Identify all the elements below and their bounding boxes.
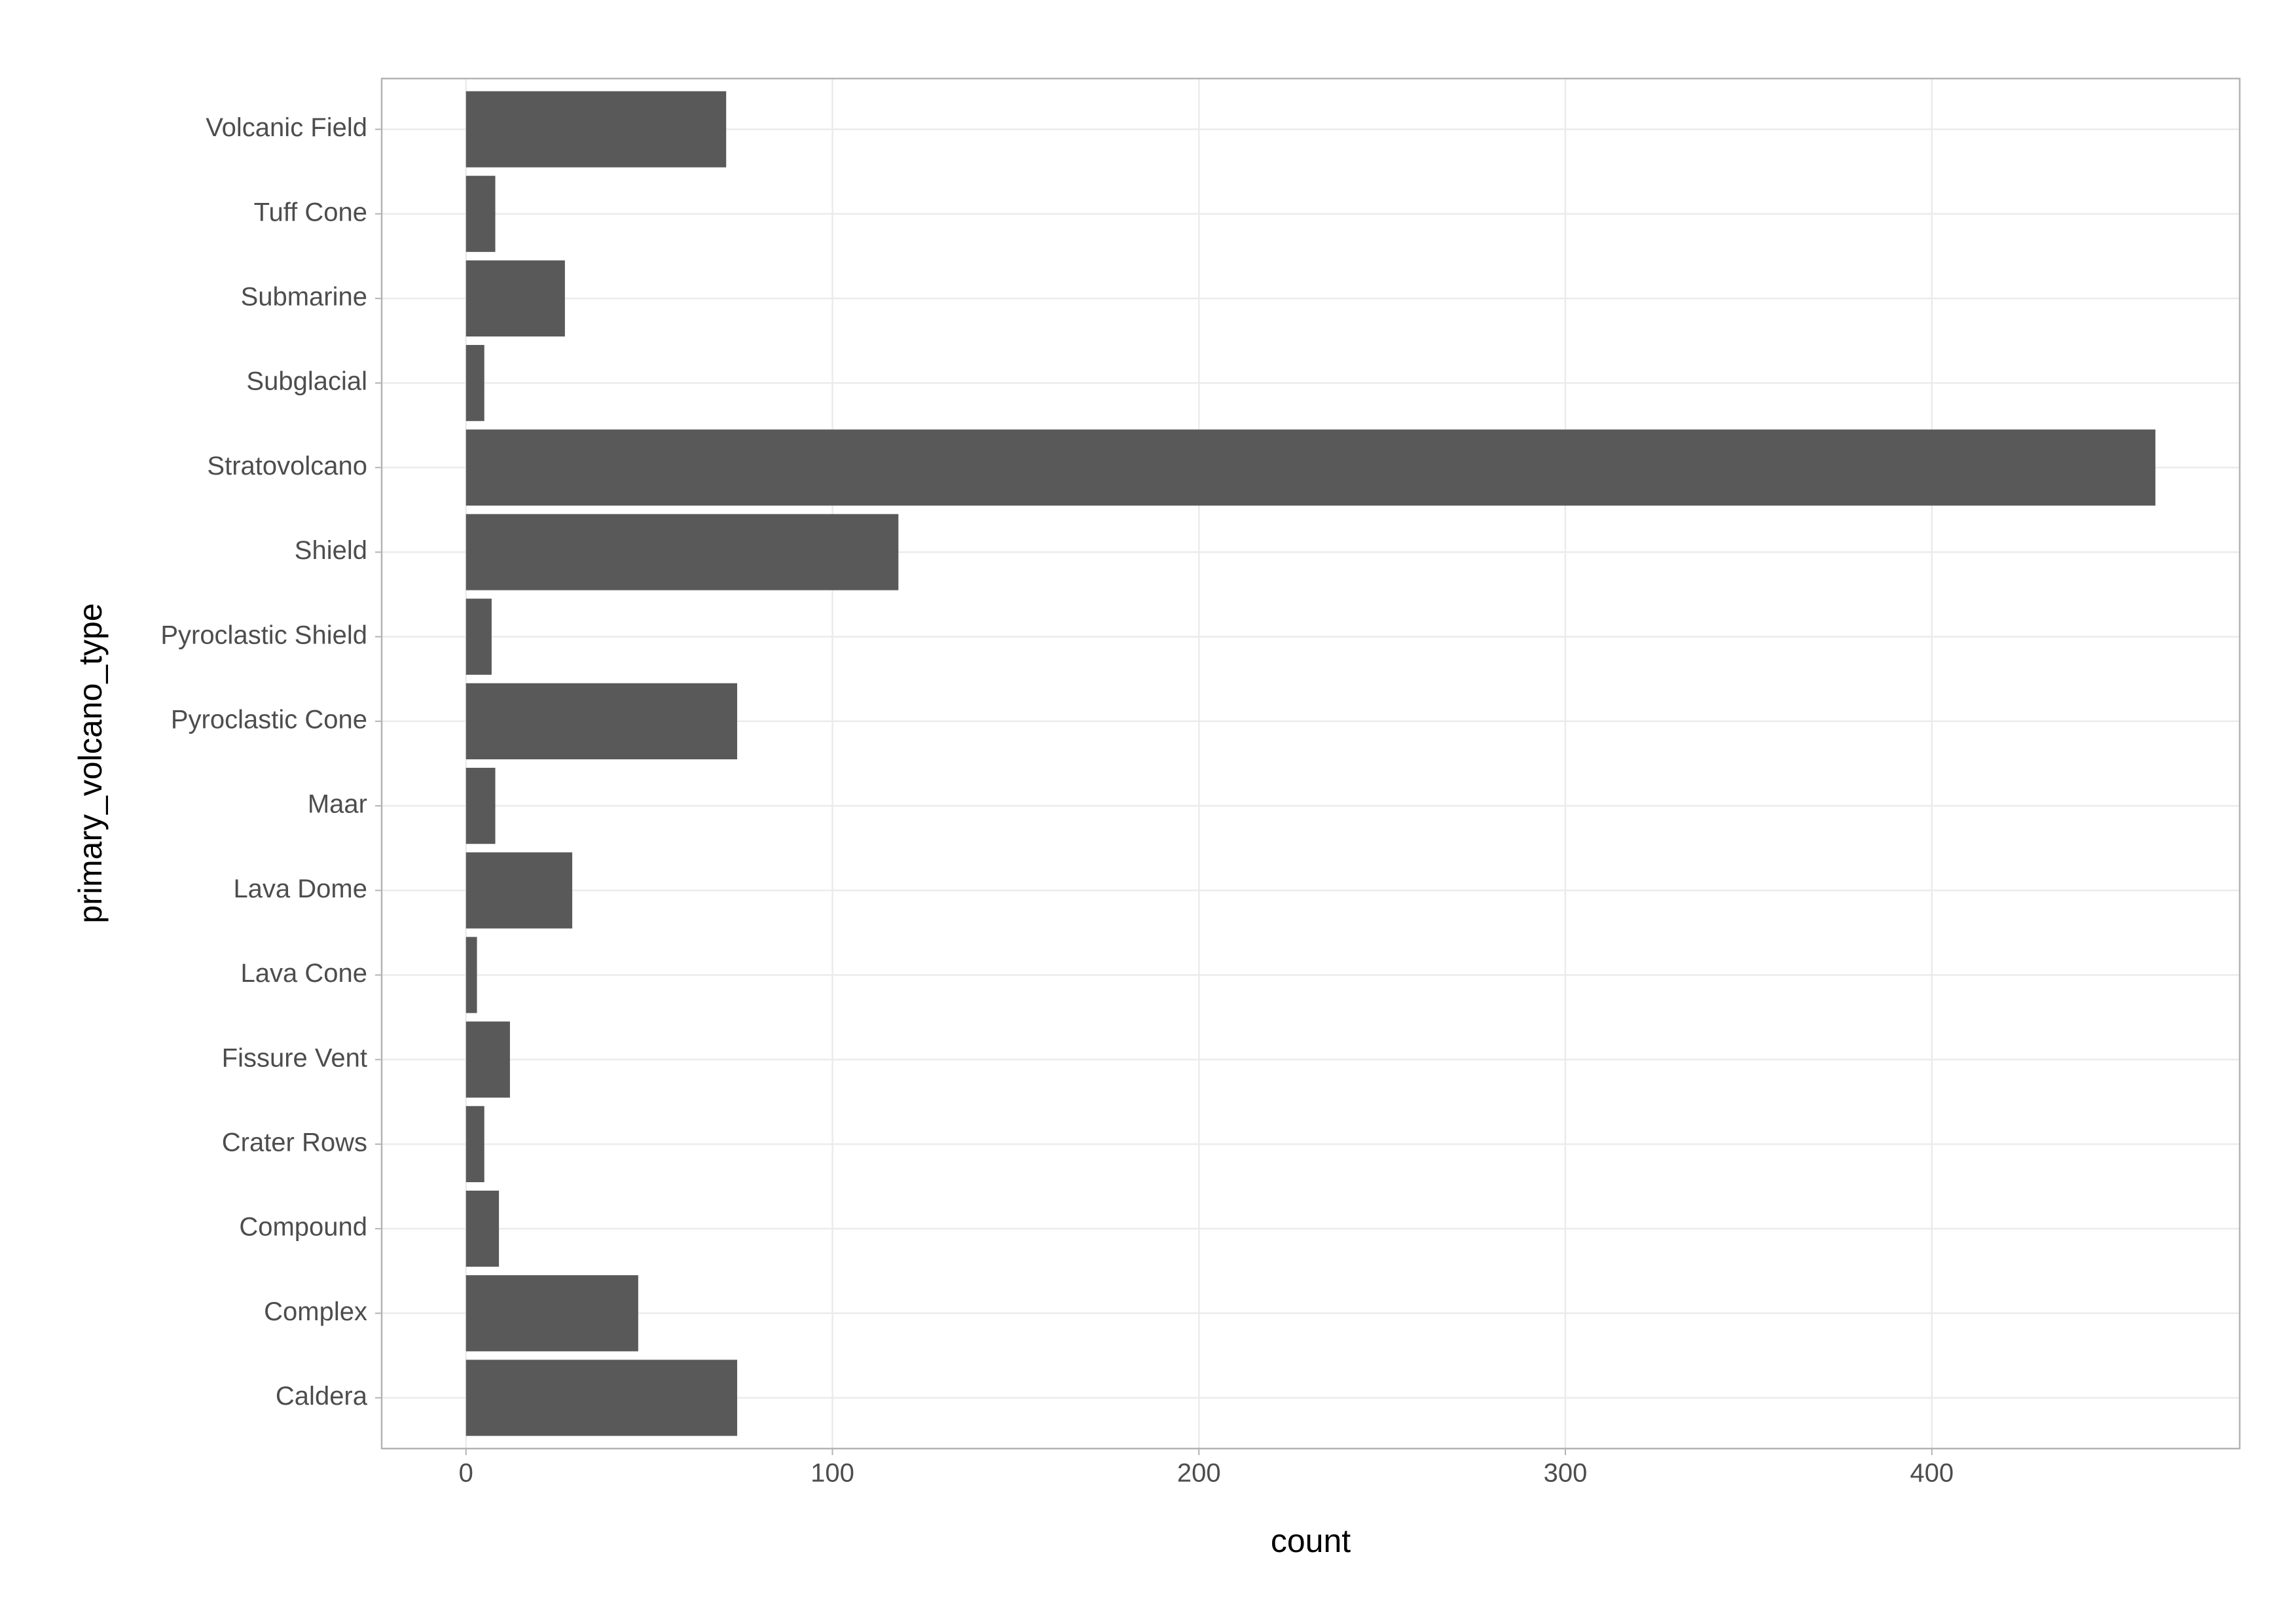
bar — [465, 852, 573, 929]
x-tick-label: 100 — [811, 1459, 854, 1488]
y-tick-label: Lava Dome — [233, 875, 367, 903]
y-tick-label: Tuff Cone — [254, 198, 367, 226]
y-tick-label: Crater Rows — [222, 1128, 367, 1157]
y-tick-label: Maar — [308, 790, 367, 819]
bar — [465, 175, 496, 252]
bar — [465, 260, 565, 337]
y-tick-label: Subglacial — [246, 367, 367, 396]
y-tick-label: Compound — [239, 1213, 367, 1242]
x-tick-label: 0 — [459, 1459, 473, 1488]
bar — [465, 1275, 638, 1352]
bar — [465, 429, 2156, 506]
y-tick-label: Submarine — [241, 282, 367, 311]
bar — [465, 514, 899, 590]
bar — [465, 1360, 737, 1436]
y-tick-label: Complex — [264, 1297, 367, 1326]
x-tick-label: 300 — [1544, 1459, 1588, 1488]
x-tick-label: 400 — [1910, 1459, 1954, 1488]
y-axis-title: primary_volcano_type — [72, 603, 109, 923]
y-tick-label: Lava Cone — [241, 959, 367, 988]
y-tick-label: Shield — [295, 536, 367, 565]
bar — [465, 683, 737, 760]
y-tick-label: Pyroclastic Cone — [171, 705, 367, 734]
bar — [465, 91, 727, 168]
y-tick-label: Stratovolcano — [207, 452, 367, 480]
bar — [465, 344, 484, 422]
y-tick-label: Pyroclastic Shield — [160, 621, 367, 649]
y-tick-label: Volcanic Field — [206, 113, 367, 142]
y-tick-label: Fissure Vent — [222, 1043, 367, 1072]
x-axis-title: count — [1271, 1523, 1351, 1559]
bar — [465, 1021, 510, 1098]
bar — [465, 1106, 484, 1183]
bar — [465, 767, 496, 844]
bar — [465, 937, 477, 1013]
panel-border — [380, 77, 2241, 1450]
y-tick-label: Caldera — [276, 1382, 368, 1411]
bar — [465, 598, 492, 675]
bar — [465, 1190, 500, 1267]
x-tick-label: 200 — [1177, 1459, 1221, 1488]
